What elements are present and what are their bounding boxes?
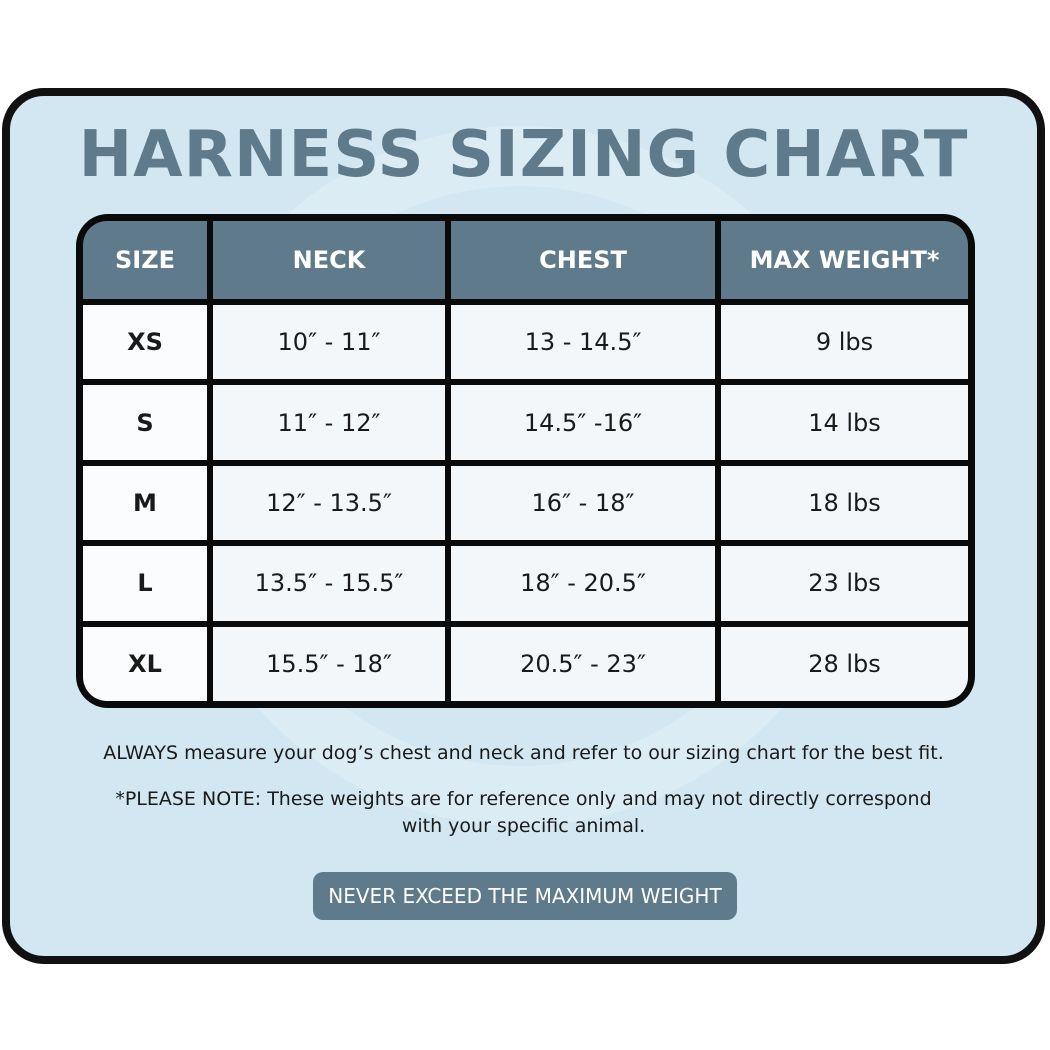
cell-neck: 13.5″ - 15.5″ xyxy=(213,546,445,621)
weight-disclaimer-line2: with your specific animal. xyxy=(401,815,646,837)
cell-max-weight: 23 lbs xyxy=(721,546,968,621)
cell-chest: 18″ - 20.5″ xyxy=(451,546,715,621)
measure-note: ALWAYS measure your dog’s chest and neck… xyxy=(103,742,944,764)
cell-size: XL xyxy=(83,626,207,701)
cell-max-weight: 18 lbs xyxy=(721,465,968,541)
cell-neck: 12″ - 13.5″ xyxy=(213,465,445,541)
cell-chest: 20.5″ - 23″ xyxy=(451,626,715,701)
cell-neck: 15.5″ - 18″ xyxy=(213,626,445,701)
cell-max-weight: 9 lbs xyxy=(721,305,968,380)
cell-size: M xyxy=(83,465,207,541)
cell-size: XS xyxy=(83,305,207,380)
header-neck: NECK xyxy=(213,221,445,299)
cell-chest: 13 - 14.5″ xyxy=(451,305,715,380)
weight-disclaimer-line1: *PLEASE NOTE: These weights are for refe… xyxy=(115,788,932,810)
cell-max-weight: 14 lbs xyxy=(721,385,968,460)
header-max-weight: MAX WEIGHT* xyxy=(721,221,968,299)
cell-size: S xyxy=(83,385,207,460)
cell-chest: 14.5″ -16″ xyxy=(451,385,715,460)
sizing-chart-panel: HARNESS SIZING CHART SIZE NECK CHEST MAX WE… xyxy=(2,88,1045,964)
max-weight-warning-badge: NEVER EXCEED THE MAXIMUM WEIGHT xyxy=(313,872,737,920)
cell-neck: 11″ - 12″ xyxy=(213,385,445,460)
cell-size: L xyxy=(83,546,207,621)
page-title: HARNESS SIZING CHART xyxy=(78,118,969,192)
header-size: SIZE xyxy=(83,221,207,299)
header-chest: CHEST xyxy=(451,221,715,299)
cell-neck: 10″ - 11″ xyxy=(213,305,445,380)
cell-chest: 16″ - 18″ xyxy=(451,465,715,541)
sizing-table: SIZE NECK CHEST MAX WEIGHT* XS 10″ - 11″ 13 - … xyxy=(76,214,975,708)
cell-max-weight: 28 lbs xyxy=(721,626,968,701)
